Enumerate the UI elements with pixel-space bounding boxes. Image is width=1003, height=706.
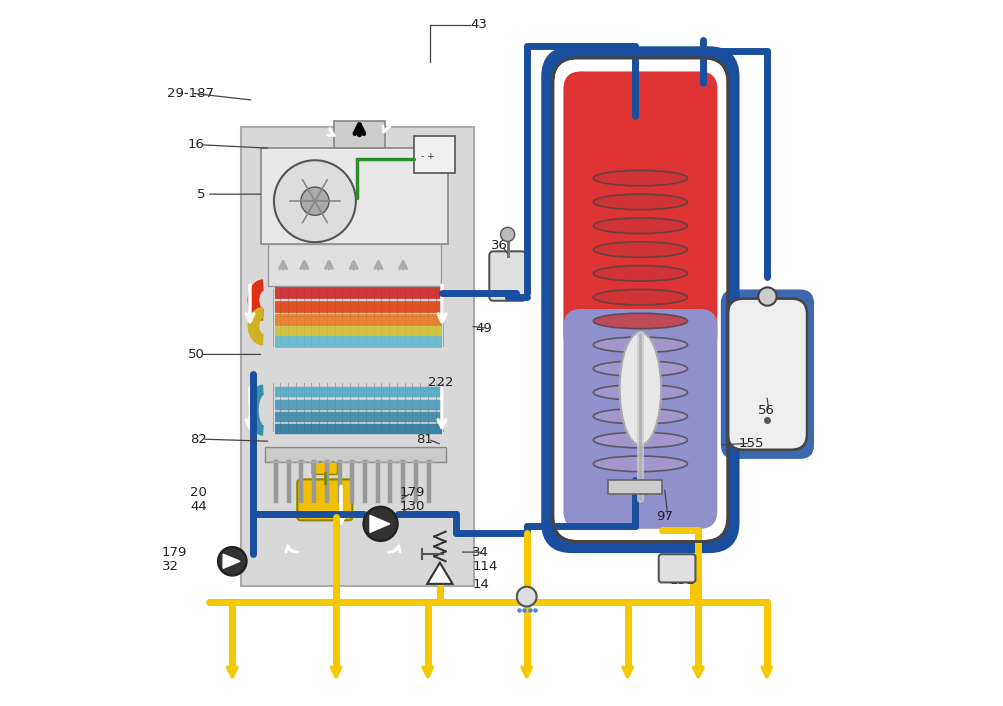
Circle shape: [517, 587, 536, 606]
Text: 114: 114: [471, 560, 497, 573]
Circle shape: [757, 287, 776, 306]
Text: 34: 34: [471, 546, 488, 558]
Ellipse shape: [619, 333, 660, 445]
FancyBboxPatch shape: [265, 447, 445, 462]
FancyBboxPatch shape: [563, 71, 716, 352]
Polygon shape: [426, 563, 452, 584]
Ellipse shape: [593, 313, 687, 329]
FancyBboxPatch shape: [658, 554, 695, 582]
Text: 36: 36: [490, 239, 508, 252]
Text: 130: 130: [399, 501, 424, 513]
Ellipse shape: [593, 337, 687, 352]
Ellipse shape: [593, 289, 687, 305]
FancyBboxPatch shape: [727, 299, 806, 450]
Text: 43: 43: [469, 18, 486, 31]
Text: 81: 81: [415, 433, 432, 445]
Text: 74: 74: [517, 588, 534, 601]
Text: 14: 14: [471, 578, 488, 591]
FancyBboxPatch shape: [607, 480, 661, 494]
Ellipse shape: [593, 409, 687, 424]
Text: 179: 179: [399, 486, 424, 499]
Circle shape: [363, 507, 397, 541]
Circle shape: [301, 187, 329, 215]
Ellipse shape: [593, 385, 687, 400]
FancyBboxPatch shape: [488, 251, 526, 301]
Text: - +: - +: [420, 152, 434, 161]
FancyBboxPatch shape: [268, 244, 440, 286]
Text: 49: 49: [474, 322, 491, 335]
Ellipse shape: [593, 265, 687, 281]
Ellipse shape: [593, 432, 687, 448]
FancyBboxPatch shape: [334, 121, 384, 148]
FancyBboxPatch shape: [261, 148, 447, 244]
Polygon shape: [370, 515, 389, 532]
Text: 151: 151: [669, 574, 695, 587]
FancyBboxPatch shape: [413, 136, 454, 173]
Polygon shape: [223, 554, 240, 568]
Text: 29-187: 29-187: [166, 87, 214, 100]
FancyBboxPatch shape: [312, 462, 337, 474]
Ellipse shape: [593, 456, 687, 472]
Text: 56: 56: [757, 405, 773, 417]
FancyBboxPatch shape: [563, 309, 716, 529]
Ellipse shape: [593, 170, 687, 186]
FancyBboxPatch shape: [241, 127, 473, 586]
Ellipse shape: [593, 241, 687, 257]
Text: 44: 44: [190, 501, 207, 513]
Text: 82: 82: [190, 433, 207, 445]
Text: 97: 97: [655, 510, 672, 523]
Text: 32: 32: [161, 560, 179, 573]
Text: 20: 20: [190, 486, 207, 499]
FancyBboxPatch shape: [297, 479, 352, 520]
Ellipse shape: [593, 194, 687, 210]
Circle shape: [274, 160, 355, 242]
Ellipse shape: [593, 218, 687, 234]
Circle shape: [218, 547, 246, 575]
FancyBboxPatch shape: [543, 49, 736, 551]
Text: 50: 50: [188, 348, 205, 361]
Text: 179: 179: [161, 546, 187, 558]
Text: 5: 5: [197, 188, 206, 201]
Text: 16: 16: [188, 138, 205, 151]
Text: 155: 155: [738, 437, 763, 450]
Text: 222: 222: [427, 376, 453, 389]
Ellipse shape: [593, 361, 687, 376]
FancyBboxPatch shape: [720, 289, 813, 459]
Circle shape: [500, 227, 515, 241]
FancyBboxPatch shape: [553, 58, 727, 542]
